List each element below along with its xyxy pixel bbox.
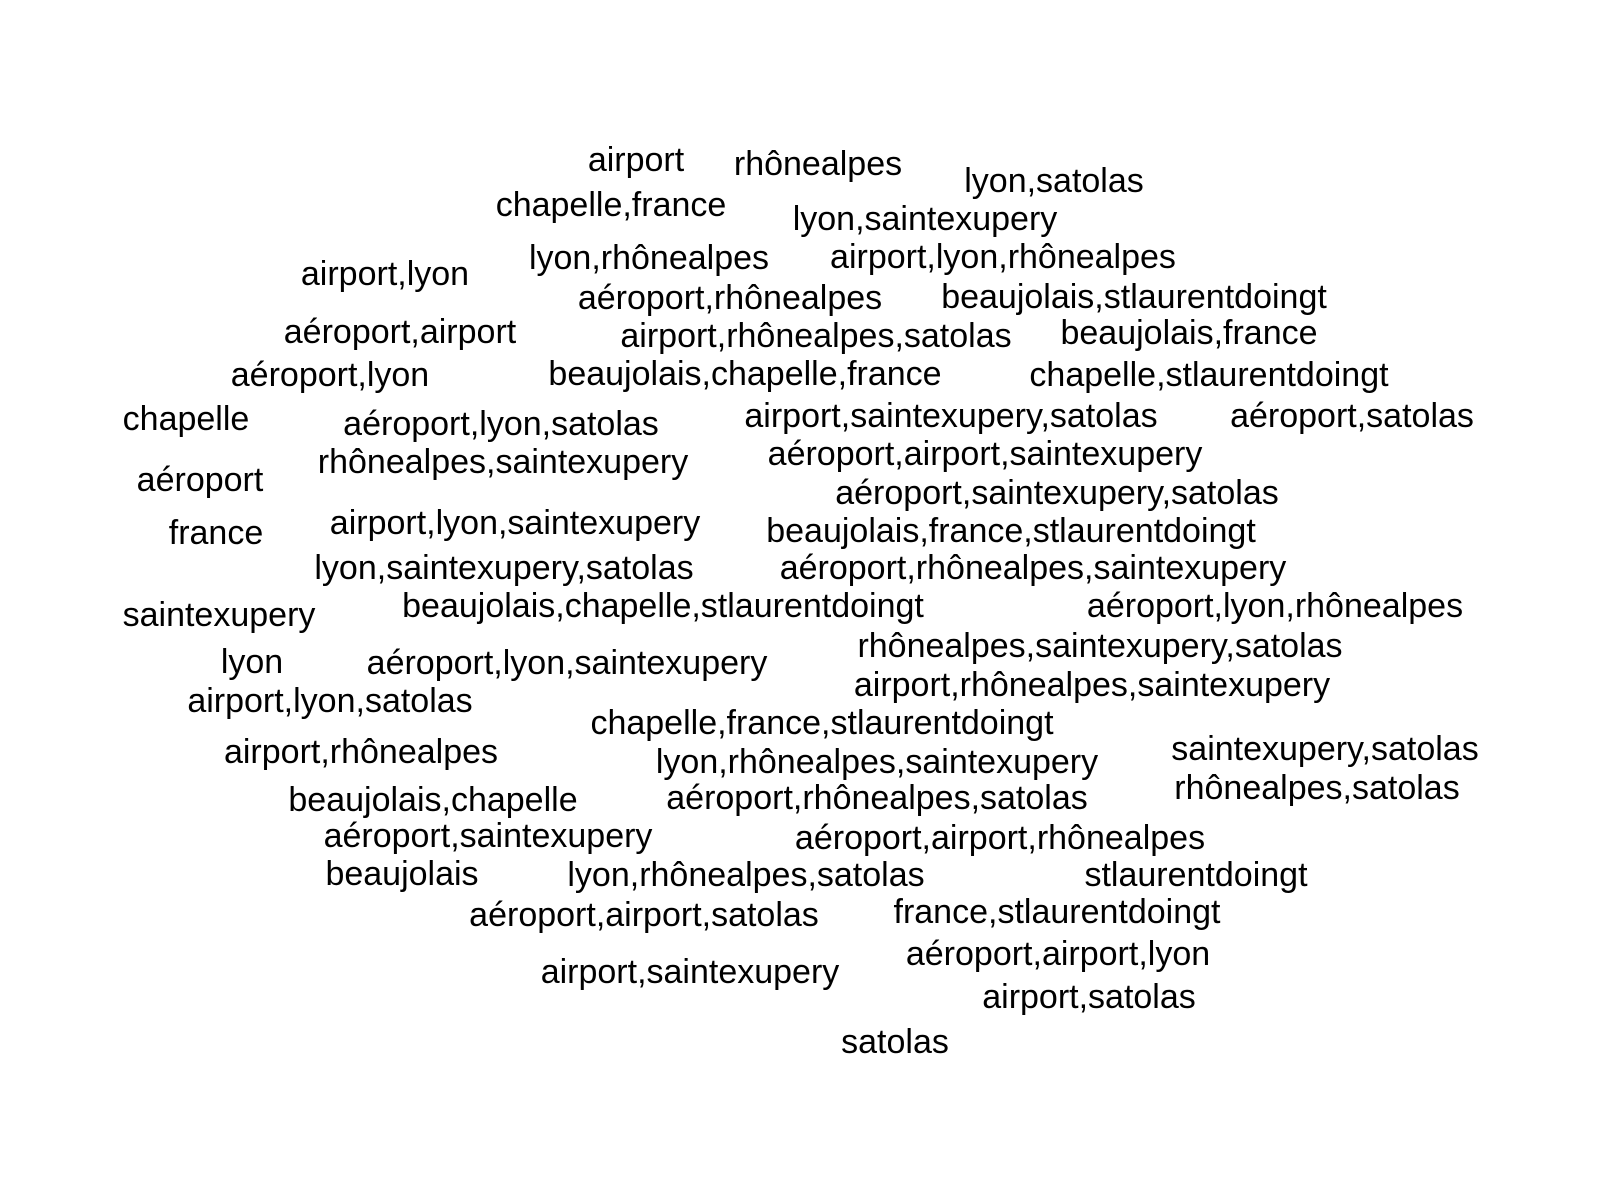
cloud-word: aéroport,airport,rhônealpes <box>794 819 1206 857</box>
cloud-word: aéroport,rhônealpes,saintexupery <box>779 549 1287 587</box>
cloud-word: lyon,rhônealpes,satolas <box>567 856 925 894</box>
cloud-word: beaujolais <box>325 855 479 893</box>
cloud-word: airport,rhônealpes <box>223 733 499 771</box>
cloud-word: airport,rhônealpes,saintexupery <box>853 666 1331 704</box>
cloud-word: chapelle,stlaurentdoingt <box>1029 356 1389 394</box>
cloud-word: france <box>168 514 264 552</box>
cloud-word: beaujolais,chapelle,france <box>548 355 942 393</box>
cloud-word: lyon,rhônealpes <box>528 239 770 277</box>
cloud-word: lyon <box>220 643 284 681</box>
cloud-word: airport,satolas <box>982 978 1196 1016</box>
cloud-word: rhônealpes <box>733 145 903 183</box>
cloud-word: beaujolais,stlaurentdoingt <box>941 278 1327 316</box>
cloud-word: aéroport,saintexupery <box>323 817 653 855</box>
cloud-word: aéroport <box>136 461 264 499</box>
cloud-word: airport,rhônealpes,satolas <box>620 317 1012 355</box>
cloud-word: aéroport,airport,saintexupery <box>767 435 1203 473</box>
cloud-word: beaujolais,chapelle,stlaurentdoingt <box>402 587 924 625</box>
cloud-word: aéroport,airport,lyon <box>905 935 1211 973</box>
cloud-word: aéroport,lyon,satolas <box>343 405 659 443</box>
cloud-word: aéroport,rhônealpes <box>577 279 883 317</box>
cloud-word: rhônealpes,saintexupery,satolas <box>857 627 1343 665</box>
cloud-word: chapelle,france <box>495 186 727 224</box>
cloud-word: airport,lyon,rhônealpes <box>830 238 1176 276</box>
cloud-word: aéroport,rhônealpes,satolas <box>666 779 1088 817</box>
cloud-word: rhônealpes,satolas <box>1174 769 1460 807</box>
cloud-word: lyon,saintexupery,satolas <box>314 549 694 587</box>
cloud-word: beaujolais,chapelle <box>288 781 578 819</box>
cloud-word: aéroport,lyon,saintexupery <box>366 644 768 682</box>
cloud-word: satolas <box>841 1023 949 1061</box>
cloud-word: airport,lyon,satolas <box>187 682 473 720</box>
cloud-word: france,stlaurentdoingt <box>893 893 1221 931</box>
cloud-word: lyon,satolas <box>964 162 1144 200</box>
cloud-word: aéroport,airport <box>283 313 517 351</box>
cloud-word: chapelle,france,stlaurentdoingt <box>590 704 1054 742</box>
cloud-word: rhônealpes,saintexupery <box>317 443 689 481</box>
cloud-word: beaujolais,france,stlaurentdoingt <box>766 512 1256 550</box>
cloud-word: aéroport,lyon,rhônealpes <box>1086 587 1464 625</box>
cloud-word: airport,lyon <box>300 255 470 293</box>
cloud-word: beaujolais,france <box>1060 314 1318 352</box>
cloud-word: stlaurentdoingt <box>1084 856 1308 894</box>
cloud-word: lyon,rhônealpes,saintexupery <box>655 743 1099 781</box>
cloud-word: airport,lyon,saintexupery <box>329 504 701 542</box>
cloud-word: aéroport,lyon <box>230 356 430 394</box>
cloud-word: aéroport,airport,satolas <box>469 896 819 934</box>
cloud-word: saintexupery <box>122 596 316 634</box>
cloud-word: lyon,saintexupery <box>792 200 1058 238</box>
cloud-word: airport,saintexupery,satolas <box>744 397 1158 435</box>
cloud-word: chapelle <box>122 400 250 438</box>
cloud-word: saintexupery,satolas <box>1171 730 1479 768</box>
cloud-word: airport <box>587 141 685 179</box>
cloud-word: aéroport,satolas <box>1230 397 1474 435</box>
cloud-word: airport,saintexupery <box>540 953 840 991</box>
cloud-word: aéroport,saintexupery,satolas <box>835 474 1279 512</box>
